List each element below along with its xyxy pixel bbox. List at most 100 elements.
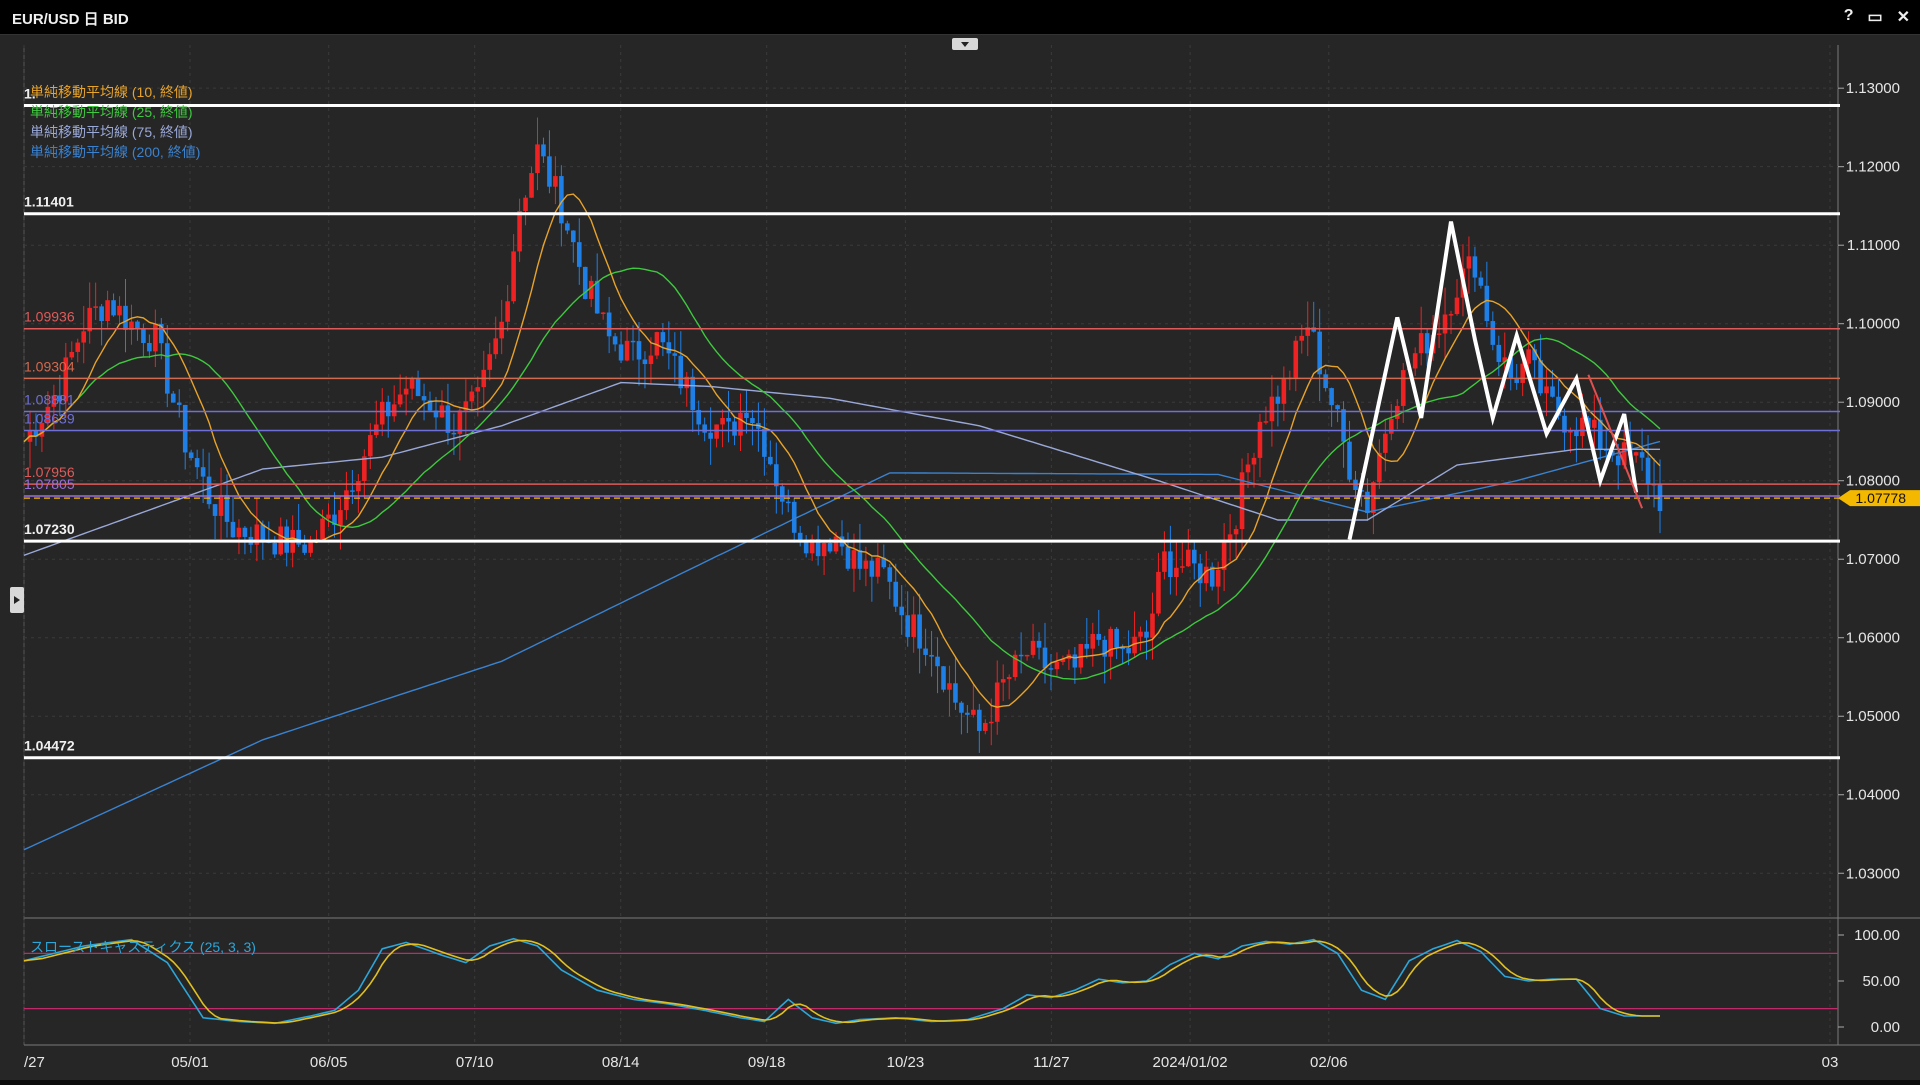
candle-body bbox=[1102, 639, 1108, 657]
candle bbox=[33, 413, 39, 446]
candle-body bbox=[147, 342, 152, 352]
candle-body bbox=[714, 424, 719, 439]
candle-body bbox=[857, 550, 863, 569]
candle-body bbox=[1400, 370, 1406, 406]
drawn-zigzag-line bbox=[1347, 221, 1639, 541]
horizontal-level-label: 1.11401 bbox=[24, 194, 74, 210]
candle-body bbox=[1556, 396, 1561, 416]
candle bbox=[1633, 451, 1639, 463]
candle-body bbox=[1568, 430, 1573, 433]
candle bbox=[164, 325, 170, 408]
horizontal-level-label: 1.08639 bbox=[24, 411, 75, 427]
candle-body bbox=[594, 280, 600, 314]
candle-body bbox=[959, 702, 964, 713]
candle bbox=[362, 449, 367, 498]
candle bbox=[1156, 552, 1161, 617]
candle bbox=[821, 540, 827, 576]
candle-body bbox=[1096, 633, 1102, 640]
candle-body bbox=[1221, 542, 1227, 570]
candle-body bbox=[1060, 658, 1066, 662]
candle bbox=[1078, 643, 1084, 674]
candle-body bbox=[1030, 640, 1036, 655]
candle-body bbox=[1299, 335, 1305, 341]
candle bbox=[1054, 652, 1060, 678]
candle bbox=[385, 395, 391, 438]
candle-body bbox=[63, 357, 69, 402]
candle-body bbox=[69, 351, 75, 358]
candle-body bbox=[87, 307, 92, 332]
candle bbox=[433, 396, 439, 430]
candle-body bbox=[648, 355, 654, 365]
candle bbox=[87, 282, 92, 344]
candle-body bbox=[1389, 418, 1394, 434]
candle bbox=[1060, 655, 1066, 666]
candle-body bbox=[1275, 396, 1281, 404]
candle bbox=[547, 130, 552, 194]
candle-body bbox=[427, 400, 433, 411]
y-tick-label: 1.13000 bbox=[1846, 80, 1900, 97]
candle-body bbox=[1042, 647, 1048, 669]
candle-body bbox=[630, 340, 636, 343]
drawn-trend-line bbox=[1587, 374, 1644, 509]
candle-body bbox=[1615, 455, 1621, 466]
candle-body bbox=[791, 501, 797, 533]
candle bbox=[1574, 417, 1579, 463]
candle bbox=[200, 448, 206, 504]
x-tick-label: 07/10 bbox=[456, 1054, 494, 1071]
candle-body bbox=[1532, 349, 1537, 361]
candle bbox=[1138, 626, 1143, 651]
candle bbox=[899, 585, 905, 635]
candle bbox=[1448, 310, 1454, 335]
candle bbox=[1335, 404, 1340, 423]
candle bbox=[911, 596, 916, 653]
candle bbox=[350, 469, 355, 505]
candle bbox=[905, 591, 910, 647]
candle bbox=[1389, 403, 1394, 441]
candle bbox=[457, 408, 463, 461]
candle bbox=[762, 408, 767, 476]
help-icon[interactable]: ? bbox=[1843, 7, 1854, 24]
osc-tick-label: 50.00 bbox=[1862, 973, 1900, 990]
candle-body bbox=[326, 514, 331, 519]
candle bbox=[1538, 334, 1543, 396]
candle-body bbox=[1311, 327, 1316, 332]
candle bbox=[511, 234, 516, 304]
candle-body bbox=[1257, 421, 1263, 458]
candle bbox=[1186, 529, 1191, 567]
candle-body bbox=[1054, 661, 1060, 670]
candle bbox=[965, 705, 970, 734]
candle bbox=[1383, 418, 1388, 472]
candle bbox=[774, 442, 779, 514]
candle bbox=[869, 556, 875, 602]
y-tick-label: 1.04000 bbox=[1846, 787, 1900, 804]
candle-body bbox=[929, 654, 934, 657]
ma75-line bbox=[23, 381, 1660, 556]
candle-body bbox=[451, 432, 457, 435]
candle-body bbox=[887, 567, 893, 582]
price-chart[interactable]: 1.13000 1.12000 1.11000 1.10000 1.09000 1.080… bbox=[0, 35, 1920, 1080]
candle bbox=[1603, 427, 1609, 464]
candle bbox=[391, 385, 397, 422]
candle bbox=[1221, 523, 1227, 592]
candle bbox=[153, 309, 158, 368]
candle-body bbox=[1233, 529, 1239, 535]
candle-body bbox=[487, 354, 493, 370]
candle bbox=[373, 400, 379, 439]
candle bbox=[421, 383, 427, 421]
current-price-marker bbox=[1838, 490, 1920, 507]
candle bbox=[1329, 387, 1334, 427]
candle bbox=[571, 230, 576, 263]
maximize-icon[interactable]: ▭ bbox=[1867, 9, 1883, 26]
candle-body bbox=[1424, 333, 1430, 354]
collapse-panel-button[interactable] bbox=[952, 38, 978, 50]
close-icon[interactable]: ✕ bbox=[1896, 9, 1910, 26]
candle-body bbox=[684, 376, 690, 389]
candle bbox=[678, 331, 684, 395]
candle bbox=[469, 385, 475, 410]
candle bbox=[1000, 664, 1006, 702]
candle bbox=[1496, 335, 1502, 377]
candle-body bbox=[1341, 409, 1346, 442]
candle bbox=[1072, 647, 1078, 684]
chart-area[interactable]: 1.13000 1.12000 1.11000 1.10000 1.09000 1.080… bbox=[0, 35, 1920, 1080]
side-panel-toggle-button[interactable] bbox=[10, 587, 24, 613]
